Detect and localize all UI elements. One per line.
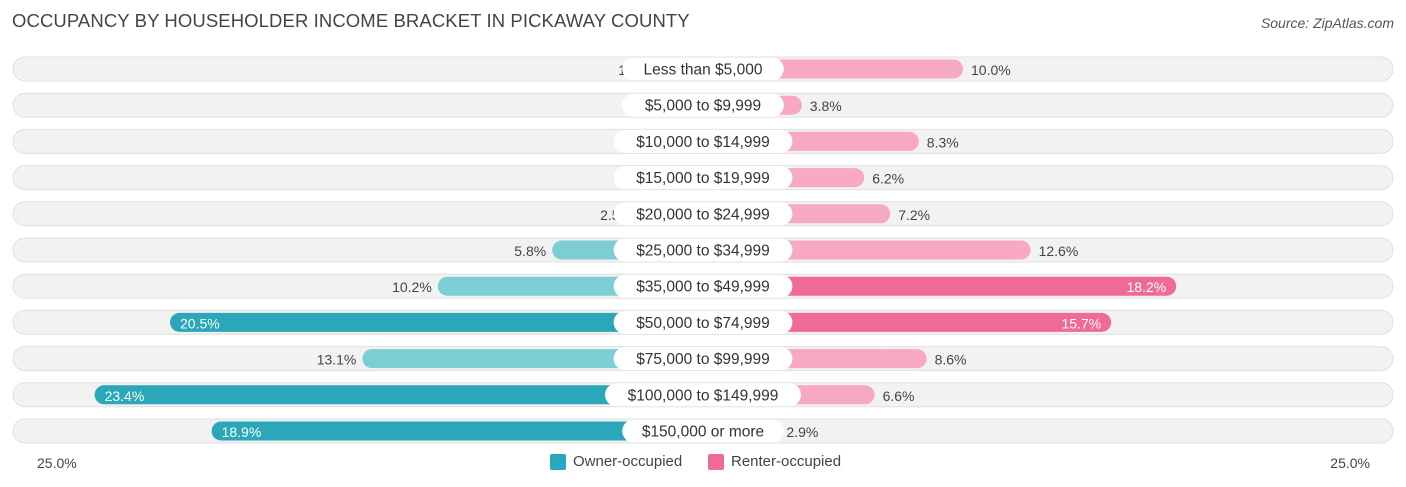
- category-label-pill: [622, 57, 784, 81]
- category-label: $25,000 to $34,999: [636, 243, 770, 260]
- owner-value-label: 5.8%: [514, 243, 546, 259]
- category-label-pill: [613, 166, 793, 190]
- owner-value-label: 20.5%: [180, 315, 220, 331]
- category-label-pill: [613, 129, 793, 153]
- category-label-pill: [622, 419, 784, 443]
- category-label-pill: [613, 274, 793, 298]
- renter-value-label: 7.2%: [898, 207, 930, 223]
- renter-value-label: 12.6%: [1039, 243, 1079, 259]
- renter-value-label: 6.6%: [883, 388, 915, 404]
- owner-value-label: 10.2%: [392, 279, 432, 295]
- category-label-pill: [622, 93, 784, 117]
- renter-bar: [703, 312, 1112, 332]
- renter-value-label: 15.7%: [1061, 315, 1101, 331]
- category-label-pill: [613, 347, 793, 371]
- owner-bar: [211, 421, 703, 441]
- source-note: Source: ZipAtlas.com: [1260, 15, 1394, 31]
- renter-value-label: 18.2%: [1126, 279, 1166, 295]
- renter-value-label: 3.8%: [810, 98, 842, 114]
- category-label: $150,000 or more: [642, 424, 764, 441]
- category-label: $35,000 to $49,999: [636, 279, 770, 296]
- legend-swatch-owner: [550, 453, 566, 470]
- axis-right-label: 25.0%: [1330, 455, 1370, 471]
- category-label-pill: [605, 383, 801, 407]
- legend-swatch-renter: [708, 453, 724, 470]
- renter-value-label: 2.9%: [786, 424, 818, 440]
- axis-left-label: 25.0%: [37, 455, 77, 471]
- owner-value-label: 23.4%: [105, 388, 145, 404]
- category-label: Less than $5,000: [644, 62, 763, 79]
- renter-bar: [703, 276, 1177, 296]
- category-label: $10,000 to $14,999: [636, 134, 770, 151]
- renter-value-label: 6.2%: [872, 171, 904, 187]
- renter-value-label: 8.6%: [935, 352, 967, 368]
- category-label-pill: [613, 310, 793, 334]
- category-label: $5,000 to $9,999: [645, 98, 761, 115]
- owner-value-label: 13.1%: [317, 352, 357, 368]
- category-label: $20,000 to $24,999: [636, 206, 770, 223]
- owner-bar: [170, 312, 703, 332]
- category-label: $15,000 to $19,999: [636, 170, 770, 187]
- category-label: $100,000 to $149,999: [628, 387, 779, 404]
- category-label: $50,000 to $74,999: [636, 315, 770, 332]
- legend-item-renter: Renter-occupied: [708, 453, 841, 470]
- renter-value-label: 10.0%: [971, 62, 1011, 78]
- legend-item-owner: Owner-occupied: [550, 453, 682, 470]
- category-label-pill: [613, 238, 793, 262]
- legend-label-owner: Owner-occupied: [573, 453, 683, 470]
- legend-label-renter: Renter-occupied: [731, 453, 842, 470]
- owner-value-label: 18.9%: [222, 424, 262, 440]
- chart-title: OCCUPANCY BY HOUSEHOLDER INCOME BRACKET …: [12, 10, 690, 31]
- owner-bar: [94, 385, 704, 405]
- renter-value-label: 8.3%: [927, 134, 959, 150]
- category-label-pill: [613, 202, 793, 226]
- category-label: $75,000 to $99,999: [636, 351, 770, 368]
